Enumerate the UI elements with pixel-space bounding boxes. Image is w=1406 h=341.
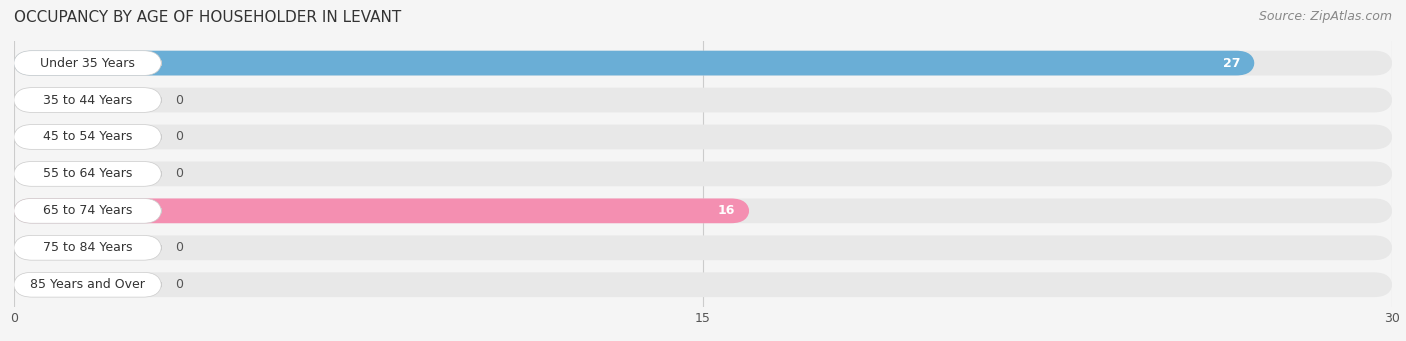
FancyBboxPatch shape — [14, 198, 162, 223]
Text: 0: 0 — [174, 131, 183, 144]
Text: 0: 0 — [174, 278, 183, 291]
Text: 45 to 54 Years: 45 to 54 Years — [42, 131, 132, 144]
FancyBboxPatch shape — [14, 124, 162, 149]
Text: 0: 0 — [174, 167, 183, 180]
Text: 75 to 84 Years: 75 to 84 Years — [42, 241, 132, 254]
Text: 0: 0 — [174, 93, 183, 106]
FancyBboxPatch shape — [14, 272, 1392, 297]
FancyBboxPatch shape — [14, 235, 1392, 260]
Text: OCCUPANCY BY AGE OF HOUSEHOLDER IN LEVANT: OCCUPANCY BY AGE OF HOUSEHOLDER IN LEVAN… — [14, 10, 401, 25]
FancyBboxPatch shape — [14, 88, 162, 113]
Text: 0: 0 — [174, 241, 183, 254]
FancyBboxPatch shape — [14, 235, 162, 260]
Text: 65 to 74 Years: 65 to 74 Years — [42, 204, 132, 217]
Text: 85 Years and Over: 85 Years and Over — [30, 278, 145, 291]
FancyBboxPatch shape — [14, 51, 1392, 75]
Text: 35 to 44 Years: 35 to 44 Years — [44, 93, 132, 106]
Text: 27: 27 — [1223, 57, 1240, 70]
FancyBboxPatch shape — [14, 124, 1392, 149]
FancyBboxPatch shape — [14, 162, 162, 186]
Text: 55 to 64 Years: 55 to 64 Years — [42, 167, 132, 180]
FancyBboxPatch shape — [14, 198, 749, 223]
FancyBboxPatch shape — [14, 272, 162, 297]
FancyBboxPatch shape — [14, 88, 1392, 113]
FancyBboxPatch shape — [14, 198, 1392, 223]
FancyBboxPatch shape — [14, 162, 1392, 186]
Text: 16: 16 — [718, 204, 735, 217]
Text: Source: ZipAtlas.com: Source: ZipAtlas.com — [1258, 10, 1392, 23]
FancyBboxPatch shape — [14, 51, 162, 75]
Text: Under 35 Years: Under 35 Years — [41, 57, 135, 70]
FancyBboxPatch shape — [14, 51, 1254, 75]
